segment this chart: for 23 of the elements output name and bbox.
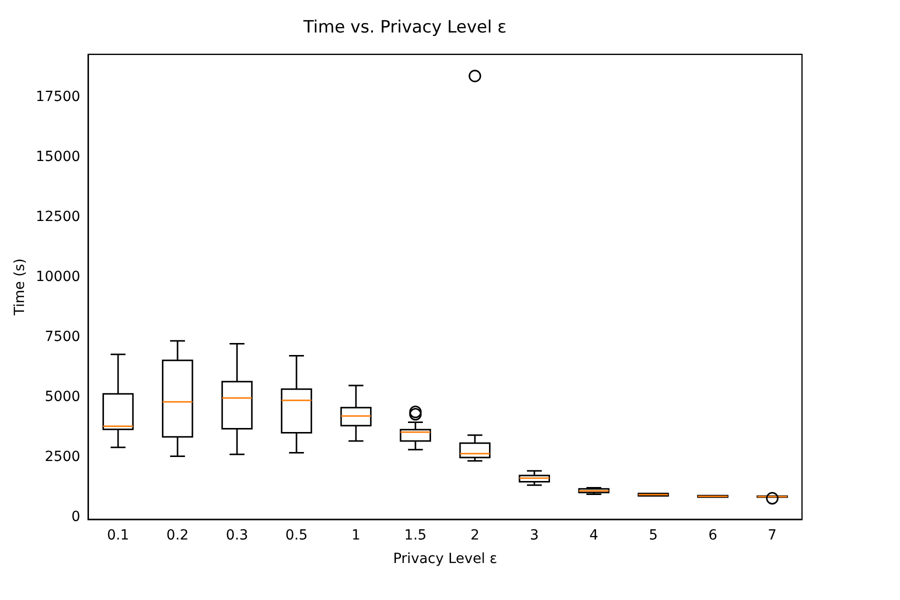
y-tick-label: 17500 bbox=[36, 89, 80, 106]
x-tick-label: 1.5 bbox=[404, 527, 427, 544]
y-tick-label: 5000 bbox=[44, 389, 80, 406]
y-tick-label: 10000 bbox=[36, 269, 80, 286]
x-tick-label: 0.5 bbox=[285, 527, 308, 544]
y-tick-label: 7500 bbox=[44, 329, 80, 346]
y-axis-title: Time (s) bbox=[12, 258, 28, 316]
x-tick-label: 0.2 bbox=[166, 527, 189, 544]
x-axis-title: Privacy Level ε bbox=[393, 551, 498, 568]
y-tick-label: 15000 bbox=[36, 149, 80, 166]
x-tick-label: 0.3 bbox=[226, 527, 248, 544]
x-tick-label: 2 bbox=[470, 527, 480, 544]
x-tick-label: 5 bbox=[648, 527, 658, 544]
x-tick-label: 1 bbox=[352, 527, 360, 544]
x-tick-label: 4 bbox=[589, 527, 598, 544]
chart-title: Time vs. Privacy Level ε bbox=[302, 18, 507, 38]
x-tick-label: 3 bbox=[530, 527, 539, 544]
x-tick-label: 6 bbox=[708, 527, 718, 544]
y-tick-label: 0 bbox=[71, 509, 80, 526]
y-tick-label: 2500 bbox=[44, 449, 80, 466]
x-tick-label: 7 bbox=[768, 527, 777, 544]
x-tick-label: 0.1 bbox=[106, 527, 130, 544]
y-tick-label: 12500 bbox=[36, 209, 80, 226]
